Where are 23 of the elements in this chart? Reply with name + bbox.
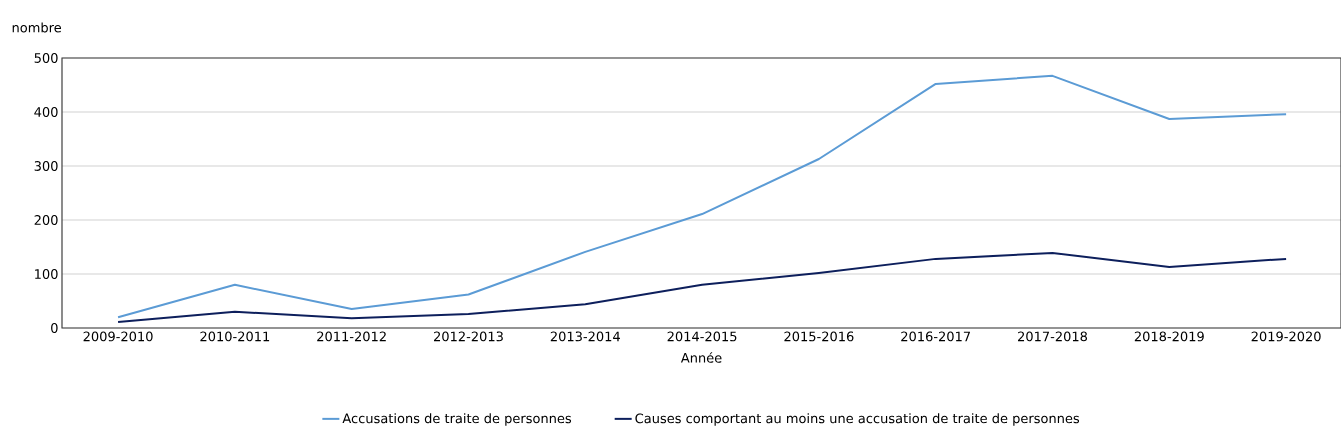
y-axis-title: nombre <box>12 22 62 33</box>
line-series <box>117 251 1288 324</box>
x-tick-label: 2014-2015 <box>667 331 737 342</box>
legend-label: Causes comportant au moins une accusation de traite de personnes <box>635 413 1080 426</box>
x-tick-label: 2019-2020 <box>1251 331 1321 342</box>
y-tick-label: 500 <box>34 53 58 63</box>
x-tick-label: 2016-2017 <box>901 331 970 342</box>
y-tick-label: 300 <box>34 161 58 171</box>
x-tick-label: 2018-2019 <box>1134 331 1204 342</box>
y-tick-label: 400 <box>34 107 58 117</box>
x-tick-label: 2012-2013 <box>434 331 503 342</box>
x-tick-label: 2015-2016 <box>784 331 854 342</box>
y-tick-label: 0 <box>51 323 58 333</box>
x-tick-label: 2010-2011 <box>200 331 270 342</box>
x-tick-label: 2009-2010 <box>83 331 153 342</box>
legend-label: Accusations de traite de personnes <box>342 413 572 426</box>
x-tick-label: 2017-2018 <box>1018 331 1088 342</box>
y-tick-label: 200 <box>34 215 58 225</box>
y-tick-label: 100 <box>35 269 58 279</box>
x-tick-label: 2013-2014 <box>550 331 620 342</box>
x-axis-title: Année <box>680 352 722 363</box>
line-series <box>117 74 1288 319</box>
x-tick-label: 2011-2012 <box>317 331 386 342</box>
